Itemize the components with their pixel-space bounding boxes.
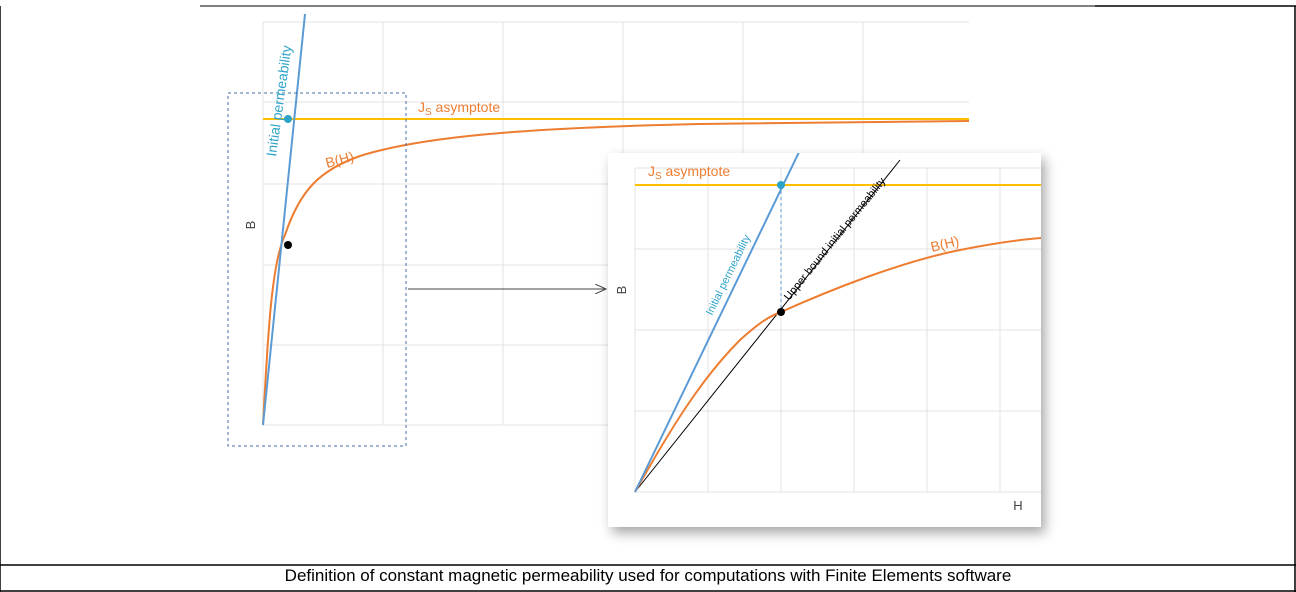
zoom-plot: B H JS asymptote Initial permeability Up…	[608, 153, 1041, 527]
zoom-initial-permeability-line	[634, 153, 800, 493]
zoom-selection-box	[227, 92, 407, 447]
zoom-bh-point	[777, 308, 785, 316]
zoom-intersection-point	[777, 181, 785, 189]
zoom-curve-label: B(H)	[929, 232, 961, 254]
main-intersection-point	[284, 115, 292, 123]
main-asymptote-label: JS asymptote	[418, 99, 500, 118]
caption-row: Definition of constant magnetic permeabi…	[0, 565, 1296, 592]
main-bh-curve	[262, 120, 970, 426]
zoom-x-axis-label: H	[1013, 498, 1022, 513]
main-y-axis-label: B	[243, 221, 258, 230]
zoom-panel	[608, 153, 1041, 527]
figure-caption: Definition of constant magnetic permeabi…	[284, 566, 1012, 585]
main-initial-permeability-line	[262, 13, 306, 426]
main-initial-permeability-label: Initial permeability	[263, 44, 294, 157]
main-curve-label: B(H)	[324, 148, 356, 171]
zoom-upper-bound-line	[634, 159, 901, 493]
zoom-asymptote-label: JS asymptote	[648, 163, 730, 182]
zoom-grid	[634, 167, 1041, 493]
main-bh-point	[284, 241, 292, 249]
zoom-y-axis-label: B	[614, 286, 629, 295]
